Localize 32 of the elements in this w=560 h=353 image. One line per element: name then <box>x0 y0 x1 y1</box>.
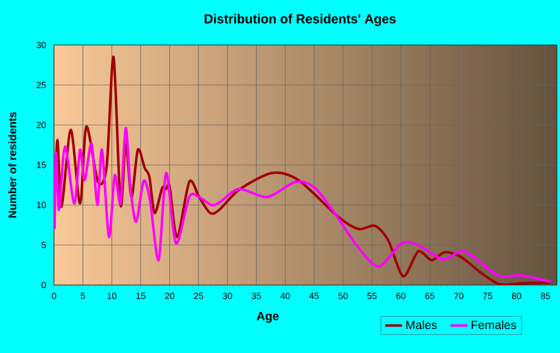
x-tick-label: 70 <box>454 292 464 300</box>
legend-label: Males <box>406 320 437 330</box>
x-tick-label: 20 <box>165 292 174 300</box>
x-tick-label: 30 <box>222 292 232 300</box>
x-tick-label: 25 <box>194 292 204 300</box>
x-axis-title: Age <box>256 312 279 323</box>
x-tick-label: 15 <box>136 292 146 300</box>
x-tick-label: 40 <box>280 292 290 300</box>
y-axis-title: Number of residents <box>8 112 16 218</box>
x-tick-label: 5 <box>80 292 86 300</box>
x-tick-label: 65 <box>425 292 434 300</box>
y-tick-label: 25 <box>36 82 46 88</box>
x-tick-label: 85 <box>540 292 550 300</box>
x-tick-label: 55 <box>367 292 377 300</box>
x-tick-label: 0 <box>52 292 56 300</box>
y-tick-label: 20 <box>36 122 46 128</box>
y-tick-label: 30 <box>36 42 46 48</box>
x-tick-label: 10 <box>108 292 116 300</box>
x-tick-label: 45 <box>309 292 319 300</box>
x-tick-label: 50 <box>338 292 348 300</box>
y-tick-label: 10 <box>36 202 46 208</box>
x-tick-label: 35 <box>252 292 261 300</box>
chart-title: Distribution of Residents' Ages <box>204 14 396 26</box>
x-tick-label: 75 <box>483 292 492 300</box>
x-tick-label: 60 <box>396 292 406 300</box>
y-tick-label: 5 <box>42 242 46 248</box>
y-tick-label: 0 <box>42 282 46 288</box>
line-series <box>54 56 552 285</box>
legend-label: Females <box>472 320 516 330</box>
x-tick-label: 80 <box>512 292 522 300</box>
line-series <box>54 126 552 284</box>
y-tick-label: 15 <box>36 162 46 168</box>
